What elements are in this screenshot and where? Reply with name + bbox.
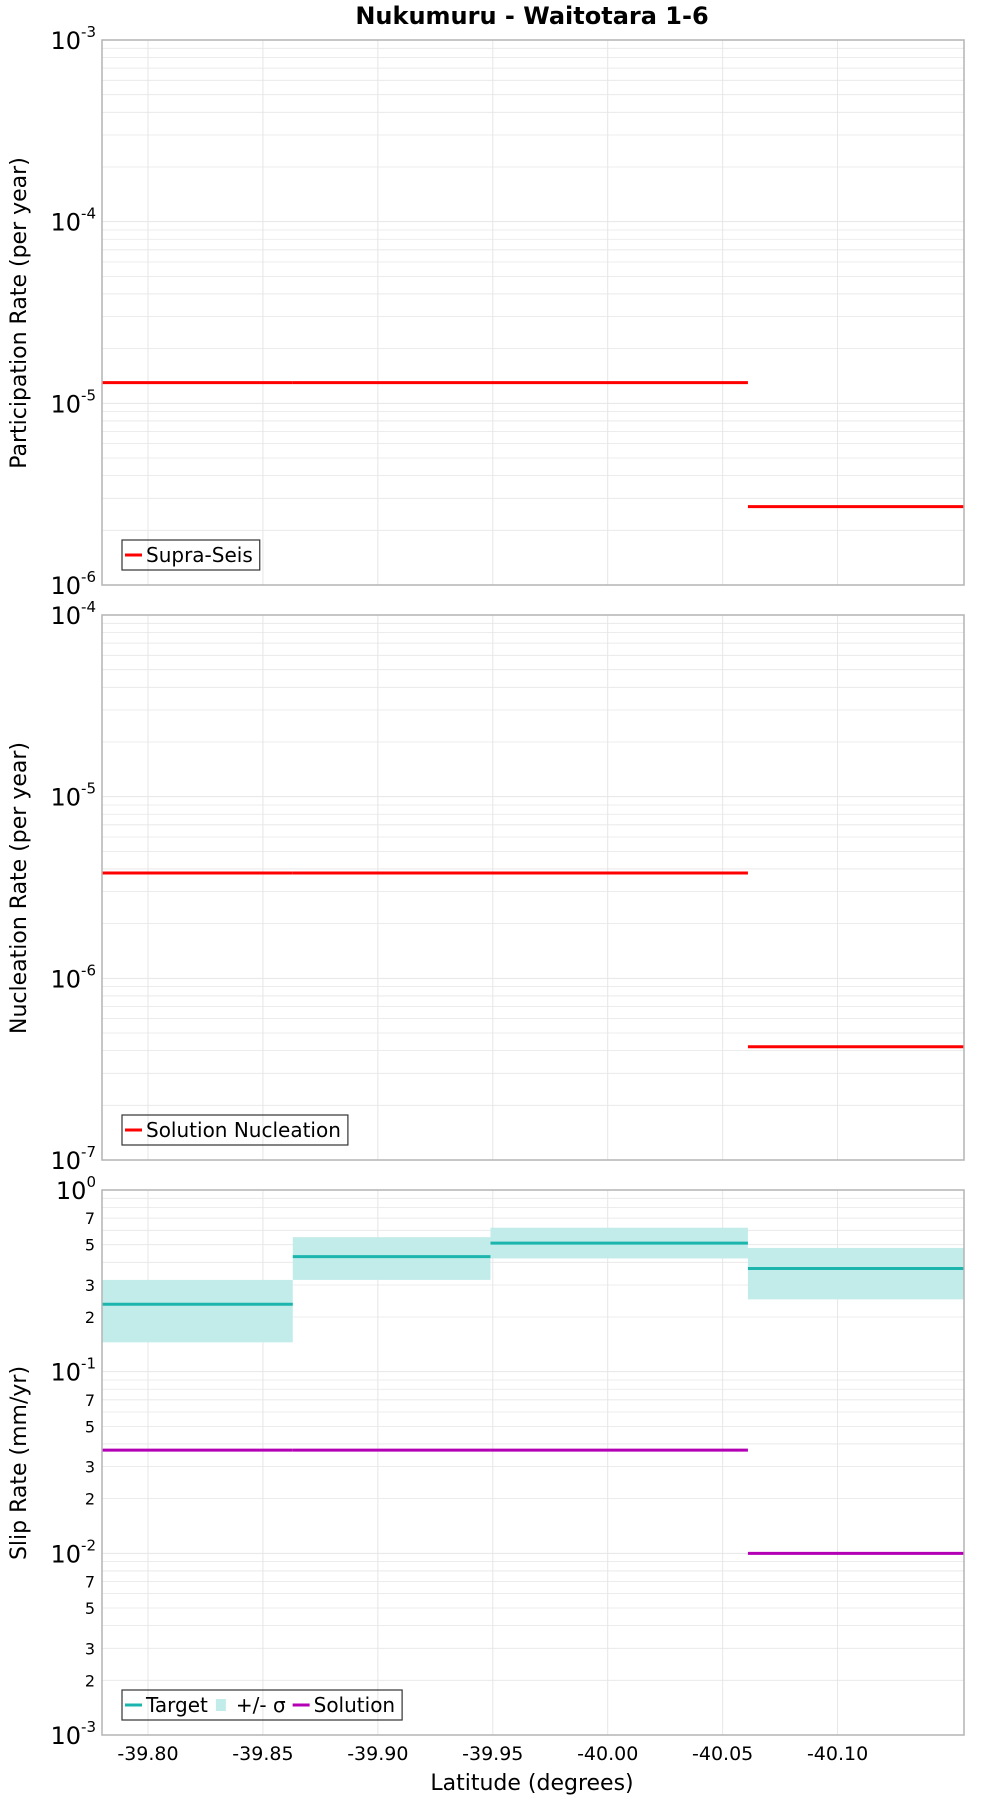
plot-frame xyxy=(101,614,965,1161)
y-minor-tick-label: 5 xyxy=(85,1599,95,1618)
legend-box xyxy=(121,1114,349,1146)
y-minor-tick-label: 7 xyxy=(85,1572,95,1591)
legend-label: Solution xyxy=(314,1693,395,1717)
participation-rate-panel: Participation Rate (per year) 10-3 10-4 10… xyxy=(7,23,965,600)
y-axis-label: Nucleation Rate (per year) xyxy=(7,742,32,1034)
plot-frame xyxy=(101,39,965,586)
x-tick-label: -39.80 xyxy=(117,1743,178,1765)
legend: Target +/- σ Solution xyxy=(121,1689,403,1721)
legend: Supra-Seis xyxy=(121,539,261,571)
legend-label: Solution Nucleation xyxy=(146,1118,341,1142)
y-axis-label: Slip Rate (mm/yr) xyxy=(7,1366,32,1560)
plot-frame xyxy=(101,1189,965,1736)
nucleation-rate-panel: Nucleation Rate (per year) 10-4 10-5 10-6 1… xyxy=(7,598,965,1175)
x-axis: -39.80 -39.85 -39.90 -39.95 -40.00 -40.05 -40.… xyxy=(117,1743,868,1765)
series-supra-seis xyxy=(102,381,964,509)
legend-swatch xyxy=(215,1699,226,1711)
chart-title: Nukumuru - Waitotara 1-6 xyxy=(355,2,708,30)
y-minor-tick-label: 5 xyxy=(85,1417,95,1436)
y-tick-label: 10-4 xyxy=(50,205,96,237)
y-minor-tick-label: 3 xyxy=(85,1276,95,1295)
y-tick-label: 100 xyxy=(56,1173,96,1205)
y-tick-label: 10-5 xyxy=(50,780,96,812)
y-tick-label: 10-2 xyxy=(50,1536,96,1568)
plot-area xyxy=(102,615,964,1160)
y-tick-label: 10-3 xyxy=(50,23,96,55)
sigma-band xyxy=(747,1247,964,1300)
y-tick-label: 10-1 xyxy=(50,1355,96,1387)
x-tick-label: -40.05 xyxy=(692,1743,753,1765)
y-minor-tick-label: 5 xyxy=(85,1236,95,1255)
series- xyxy=(102,1227,964,1343)
y-tick-label: 10-7 xyxy=(50,1143,96,1175)
sigma-band xyxy=(102,1279,293,1343)
legend-label: Target xyxy=(145,1693,208,1717)
x-axis-label: Latitude (degrees) xyxy=(430,1771,633,1796)
y-tick-label: 10-5 xyxy=(50,386,96,418)
x-tick-label: -40.10 xyxy=(807,1743,868,1765)
x-tick-label: -39.90 xyxy=(347,1743,408,1765)
legend: Solution Nucleation xyxy=(121,1114,349,1146)
y-tick-label: 10-6 xyxy=(50,961,96,993)
series-solution xyxy=(102,1448,964,1555)
y-minor-tick-label: 7 xyxy=(85,1209,95,1228)
y-tick-label: 10-4 xyxy=(50,598,96,630)
y-minor-tick-label: 2 xyxy=(85,1308,95,1327)
series-target xyxy=(102,1241,964,1306)
slip-rate-panel: Slip Rate (mm/yr) 100 10-1 10-2 10-3 7 5 3 2 7 5 3… xyxy=(7,1173,965,1750)
y-minor-tick-label: 7 xyxy=(85,1391,95,1410)
y-tick-label: 10-6 xyxy=(50,568,96,600)
legend-box xyxy=(121,1689,403,1721)
y-minor-tick-label: 3 xyxy=(85,1458,95,1477)
y-minor-tick-label: 2 xyxy=(85,1490,95,1509)
legend-box xyxy=(121,539,261,571)
x-tick-label: -40.00 xyxy=(577,1743,638,1765)
y-minor-tick-label: 3 xyxy=(85,1639,95,1658)
legend-label: +/- σ xyxy=(236,1693,286,1717)
sigma-band xyxy=(292,1237,491,1280)
y-minor-tick-label: 2 xyxy=(85,1671,95,1690)
plot-area xyxy=(102,40,964,585)
legend-label: Supra-Seis xyxy=(146,543,253,567)
y-tick-label: 10-3 xyxy=(50,1718,96,1750)
x-tick-label: -39.95 xyxy=(462,1743,523,1765)
y-axis-label: Participation Rate (per year) xyxy=(7,157,32,469)
x-tick-label: -39.85 xyxy=(232,1743,293,1765)
series-solution-nucleation xyxy=(102,871,964,1049)
